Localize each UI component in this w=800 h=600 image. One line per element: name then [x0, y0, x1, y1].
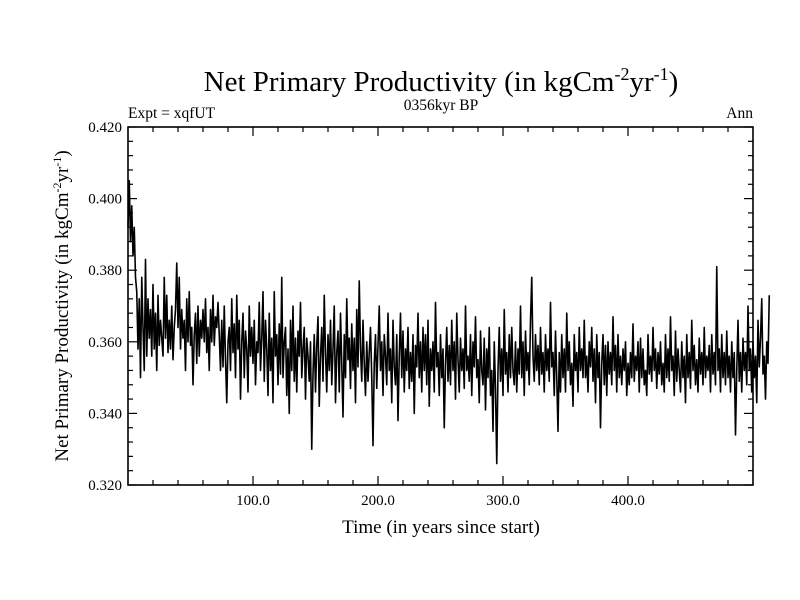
period-label: 0356kyr BP — [404, 97, 479, 114]
y-tick-label: 0.340 — [88, 406, 122, 422]
y-axis-label: Net Primary Productivity (in kgCm-2yr-1) — [50, 150, 73, 461]
experiment-label: Expt = xqfUT — [128, 105, 216, 122]
x-tick-label: 200.0 — [361, 493, 395, 509]
chart-title: Net Primary Productivity (in kgCm-2yr-1) — [204, 64, 679, 98]
plot-frame — [127, 126, 754, 486]
y-tick-label: 0.400 — [88, 192, 122, 208]
npp-series-line — [127, 179, 771, 465]
y-tick-label: 0.360 — [88, 335, 122, 351]
x-axis-label: Time (in years since start) — [342, 517, 540, 538]
y-tick-label: 0.380 — [88, 263, 122, 279]
axis-tick-labels: 0.320 0.340 0.360 0.380 0.400 0.420 100.0 200.0… — [88, 120, 645, 509]
x-tick-label: 100.0 — [236, 493, 270, 509]
season-label: Ann — [726, 105, 753, 122]
y-tick-label: 0.320 — [88, 478, 122, 494]
x-tick-label: 400.0 — [611, 493, 645, 509]
y-tick-label: 0.420 — [88, 120, 122, 136]
x-tick-label: 300.0 — [486, 493, 520, 509]
